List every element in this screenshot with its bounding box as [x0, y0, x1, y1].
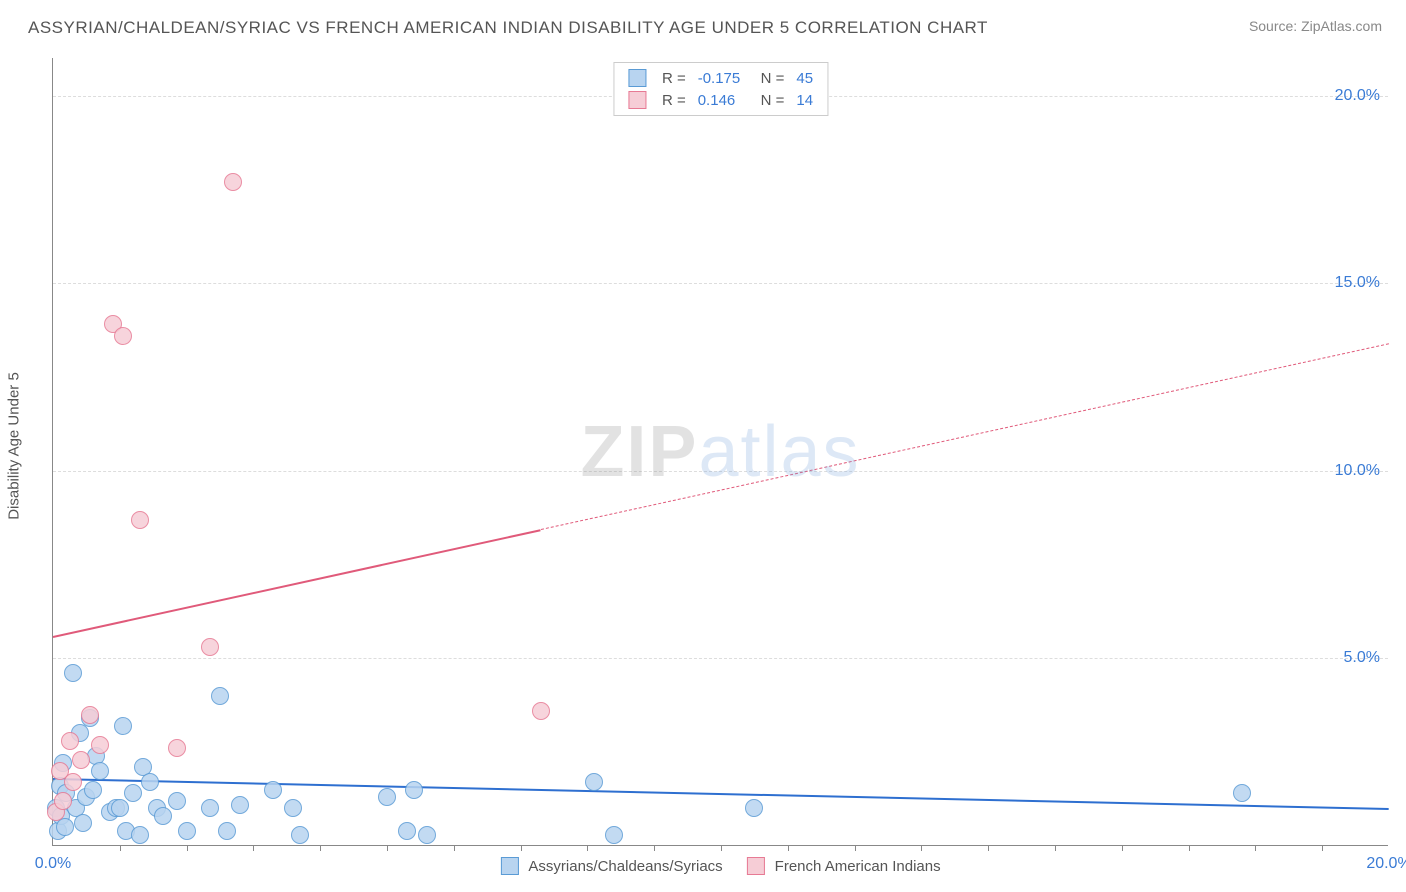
data-point — [64, 773, 82, 791]
y-tick-label: 20.0% — [1335, 87, 1380, 105]
legend-row: R =0.146 N =14 — [622, 89, 819, 111]
legend-swatch — [628, 91, 646, 109]
data-point — [168, 792, 186, 810]
legend-series-label: Assyrians/Chaldeans/Syriacs — [528, 858, 722, 875]
y-tick-label: 10.0% — [1335, 462, 1380, 480]
data-point — [56, 818, 74, 836]
data-point — [124, 784, 142, 802]
data-point — [218, 822, 236, 840]
x-tick-mark — [187, 845, 188, 851]
series-legend: Assyrians/Chaldeans/Syriacs French Americ… — [500, 857, 940, 875]
x-tick-mark — [320, 845, 321, 851]
x-tick-mark — [587, 845, 588, 851]
gridline — [53, 283, 1388, 284]
legend-n-label: N = — [746, 67, 790, 89]
data-point — [111, 799, 129, 817]
legend-series-label: French American Indians — [775, 858, 941, 875]
x-tick-mark — [1255, 845, 1256, 851]
data-point — [405, 781, 423, 799]
data-point — [178, 822, 196, 840]
source-label: Source: ZipAtlas.com — [1249, 18, 1382, 34]
data-point — [605, 826, 623, 844]
data-point — [141, 773, 159, 791]
data-point — [201, 638, 219, 656]
legend-item: Assyrians/Chaldeans/Syriacs — [500, 857, 722, 875]
x-tick-label: 20.0% — [1366, 855, 1406, 873]
trend-line — [541, 343, 1390, 530]
y-tick-label: 15.0% — [1335, 274, 1380, 292]
data-point — [61, 732, 79, 750]
x-tick-mark — [1189, 845, 1190, 851]
legend-n-value: 14 — [790, 89, 819, 111]
y-axis-label: Disability Age Under 5 — [6, 372, 23, 520]
data-point — [114, 327, 132, 345]
x-tick-mark — [253, 845, 254, 851]
legend-row: R =-0.175 N =45 — [622, 67, 819, 89]
data-point — [91, 762, 109, 780]
plot-area: ZIPatlas R =-0.175 N =45R =0.146 N =14 A… — [52, 58, 1388, 846]
gridline — [53, 658, 1388, 659]
legend-r-label: R = — [656, 89, 692, 111]
legend-item: French American Indians — [747, 857, 941, 875]
x-tick-mark — [1055, 845, 1056, 851]
data-point — [211, 687, 229, 705]
data-point — [1233, 784, 1251, 802]
data-point — [291, 826, 309, 844]
data-point — [91, 736, 109, 754]
data-point — [231, 796, 249, 814]
legend-n-label: N = — [746, 89, 790, 111]
x-tick-mark — [454, 845, 455, 851]
data-point — [264, 781, 282, 799]
data-point — [398, 822, 416, 840]
y-tick-label: 5.0% — [1344, 649, 1380, 667]
x-tick-mark — [788, 845, 789, 851]
chart-title: ASSYRIAN/CHALDEAN/SYRIAC VS FRENCH AMERI… — [28, 18, 988, 38]
correlation-legend: R =-0.175 N =45R =0.146 N =14 — [613, 62, 828, 116]
x-tick-mark — [387, 845, 388, 851]
legend-swatch — [500, 857, 518, 875]
x-tick-mark — [988, 845, 989, 851]
x-tick-mark — [921, 845, 922, 851]
data-point — [54, 792, 72, 810]
legend-r-value: 0.146 — [692, 89, 747, 111]
data-point — [84, 781, 102, 799]
legend-r-value: -0.175 — [692, 67, 747, 89]
legend-n-value: 45 — [790, 67, 819, 89]
trend-line — [53, 529, 541, 638]
trend-line — [53, 778, 1389, 810]
x-tick-label: 0.0% — [35, 855, 71, 873]
legend-swatch — [747, 857, 765, 875]
x-tick-mark — [654, 845, 655, 851]
data-point — [418, 826, 436, 844]
data-point — [168, 739, 186, 757]
data-point — [154, 807, 172, 825]
gridline — [53, 471, 1388, 472]
data-point — [532, 702, 550, 720]
data-point — [585, 773, 603, 791]
data-point — [201, 799, 219, 817]
x-tick-mark — [721, 845, 722, 851]
x-tick-mark — [855, 845, 856, 851]
x-tick-mark — [1322, 845, 1323, 851]
data-point — [74, 814, 92, 832]
data-point — [81, 706, 99, 724]
data-point — [72, 751, 90, 769]
data-point — [131, 511, 149, 529]
data-point — [131, 826, 149, 844]
watermark: ZIPatlas — [580, 411, 860, 493]
data-point — [745, 799, 763, 817]
x-tick-mark — [521, 845, 522, 851]
data-point — [114, 717, 132, 735]
watermark-zip: ZIP — [580, 412, 698, 492]
legend-r-label: R = — [656, 67, 692, 89]
data-point — [224, 173, 242, 191]
data-point — [284, 799, 302, 817]
data-point — [64, 664, 82, 682]
x-tick-mark — [1122, 845, 1123, 851]
data-point — [378, 788, 396, 806]
legend-swatch — [628, 69, 646, 87]
x-tick-mark — [120, 845, 121, 851]
watermark-atlas: atlas — [698, 412, 860, 492]
